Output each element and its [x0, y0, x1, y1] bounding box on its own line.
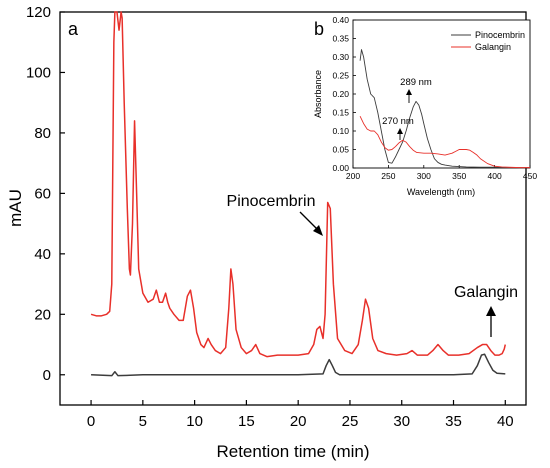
inset-x-tick-label: 250	[381, 171, 395, 181]
main-y-tick-label: 60	[34, 185, 51, 202]
inset-y-tick-label: 0.35	[332, 34, 349, 44]
main-x-tick-label: 25	[342, 413, 359, 430]
main-x-tick-label: 15	[238, 413, 255, 430]
inset-y-tick-label: 0.30	[332, 52, 349, 62]
arrow-pinocembrin	[299, 211, 323, 236]
inset-y-tick-label: 0.00	[332, 163, 349, 173]
panel-label-b: b	[314, 19, 324, 39]
main-y-axis-label: mAU	[6, 189, 25, 227]
annotation-galangin: Galangin	[454, 284, 518, 301]
inset-chart: 200 250 300 350 400 450 0.000.050.100.150.200…	[313, 15, 537, 197]
inset-x-tick-label: 300	[417, 171, 431, 181]
main-y-tick-label: 40	[34, 246, 51, 263]
main-x-tick-label: 35	[445, 413, 462, 430]
main-plot-frame	[59, 11, 527, 406]
main-x-tick-label: 10	[186, 413, 203, 430]
main-y-tick-label: 100	[26, 64, 51, 81]
arrow-galangin	[486, 306, 496, 337]
inset-y-tick-label: 0.20	[332, 89, 349, 99]
main-series-group	[90, 11, 507, 377]
main-x-ticks: 0 5 10 15 20 25 30 35 40	[87, 400, 514, 430]
inset-y-tick-label: 0.10	[332, 126, 349, 136]
arrow-270nm	[397, 128, 403, 140]
panel-label-a: a	[68, 19, 79, 39]
inset-line-galangin	[359, 116, 530, 169]
main-y-tick-label: 0	[43, 367, 51, 384]
annotation-270nm: 270 nm	[382, 116, 414, 127]
inset-y-tick-label: 0.25	[332, 71, 349, 81]
main-y-tick-label: 20	[34, 306, 51, 323]
arrow-289nm	[406, 89, 412, 103]
legend-label-pinocembrin: Pinocembrin	[475, 30, 525, 40]
main-y-tick-label: 80	[34, 125, 51, 142]
main-line-series-1	[90, 11, 507, 358]
inset-x-tick-label: 200	[346, 171, 360, 181]
main-x-tick-label: 20	[290, 413, 307, 430]
inset-x-tick-label: 450	[523, 171, 537, 181]
inset-legend: Pinocembrin Galangin	[451, 30, 525, 52]
main-line-series-2	[91, 353, 506, 377]
main-x-tick-label: 40	[497, 413, 514, 430]
inset-x-tick-label: 350	[452, 171, 466, 181]
inset-line-pinocembrin	[359, 49, 530, 169]
main-chart: 0 5 10 15 20 25 30 35 40 0 20 40 60 80 100 120 a Reten…	[6, 4, 527, 461]
inset-y-tick-label: 0.15	[332, 108, 349, 118]
inset-y-ticks: 0.00 0.05 0.10 0.15 0.20 0.25 0.30 0.35 0.40	[332, 15, 356, 173]
inset-y-tick-label: 0.40	[332, 15, 349, 25]
main-y-ticks: 0 20 40 60 80 100 120	[26, 4, 65, 384]
main-x-axis-label: Retention time (min)	[216, 442, 369, 461]
legend-label-galangin: Galangin	[475, 42, 511, 52]
inset-x-axis-label: Wavelength (nm)	[407, 187, 475, 197]
inset-y-axis-label: Absorbance	[313, 70, 323, 118]
main-x-tick-label: 5	[139, 413, 147, 430]
inset-series-group	[359, 49, 530, 169]
inset-y-tick-label: 0.05	[332, 145, 349, 155]
inset-x-tick-label: 400	[488, 171, 502, 181]
main-x-tick-label: 0	[87, 413, 95, 430]
annotation-289nm: 289 nm	[400, 77, 432, 88]
main-y-tick-label: 120	[26, 4, 51, 21]
main-x-tick-label: 30	[393, 413, 410, 430]
inset-x-ticks: 200 250 300 350 400 450	[346, 165, 537, 181]
annotation-pinocembrin: Pinocembrin	[227, 193, 316, 210]
